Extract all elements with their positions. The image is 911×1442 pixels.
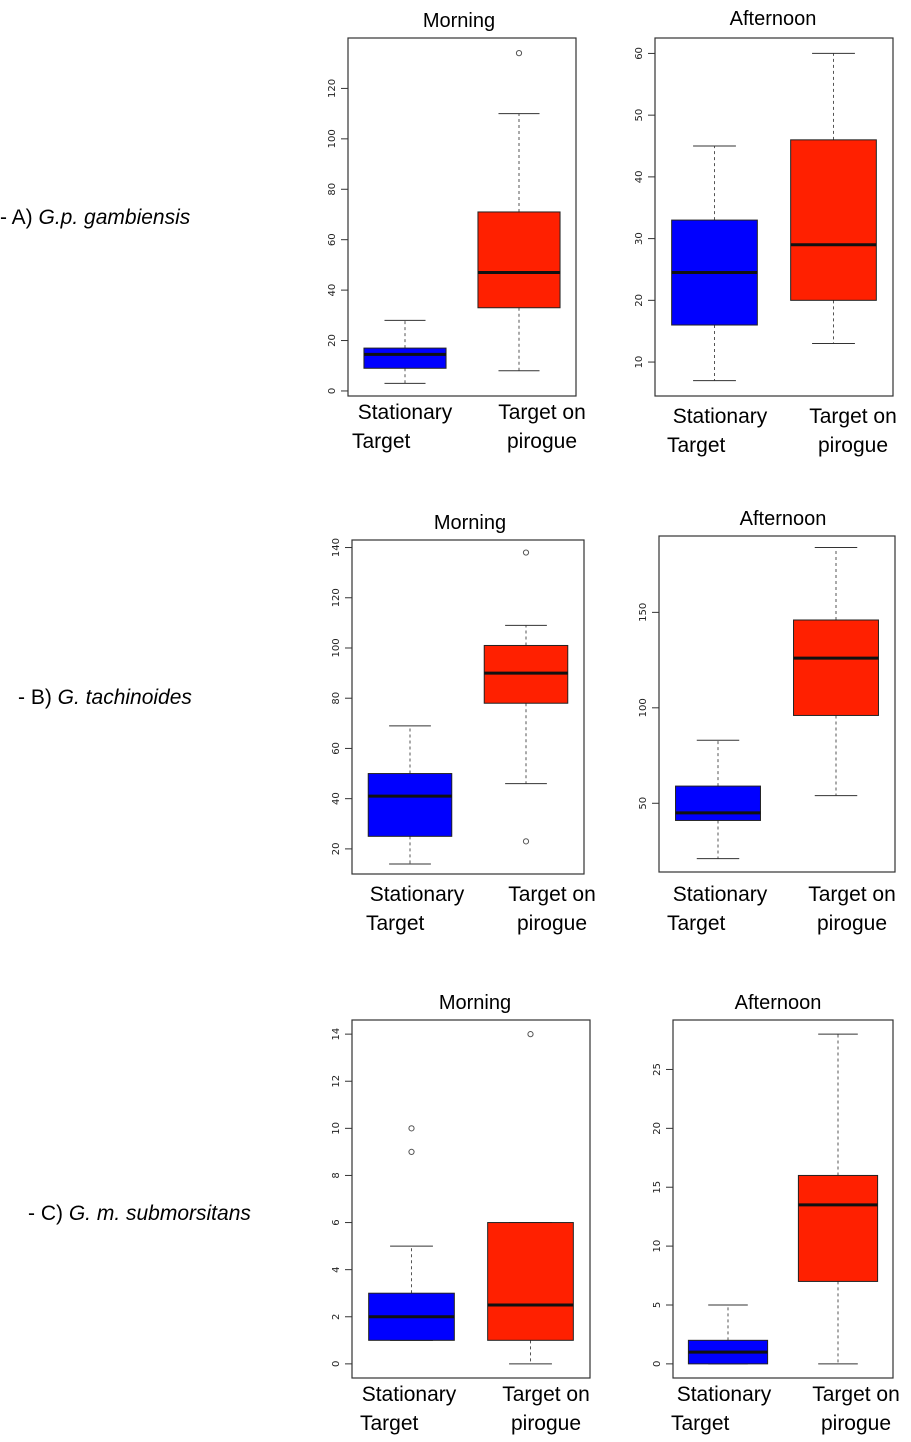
panel-title: Afternoon: [734, 992, 822, 1014]
y-tick-label: 50: [638, 797, 649, 810]
category-label-pirogue: Target on pirogue: [508, 883, 596, 935]
y-tick-label: 25: [652, 1063, 663, 1076]
panel-c-morning: Morning 0 2 4 6 8 10 12 14 Stationary Target Ta…: [300, 990, 610, 1442]
box: [367, 773, 453, 837]
y-tick-label: 0: [327, 388, 338, 394]
y-tick-label: 10: [652, 1240, 663, 1253]
y-tick-label: 80: [331, 692, 342, 705]
plot-frame: [658, 535, 896, 873]
panel-title: Morning: [438, 992, 512, 1014]
panel-b-morning: Morning 20 40 60 80 100 120 140 Stationary Tar…: [300, 510, 610, 940]
y-tick-label: 10: [634, 356, 645, 369]
y-tick-label: 40: [634, 171, 645, 184]
panel-c-afternoon: Afternoon 0 5 10 15 20 25 Stationary Target T…: [615, 990, 911, 1442]
y-tick-label: 120: [327, 79, 338, 98]
category-label-pirogue: Target on pirogue: [502, 1383, 590, 1435]
category-label-stationary: Stationary Target: [667, 883, 768, 935]
category-label-pirogue: Target on pirogue: [809, 405, 897, 457]
panel-title: Morning: [433, 512, 507, 534]
y-tick-label: 100: [331, 638, 342, 657]
y-tick-label: 2: [331, 1314, 342, 1320]
y-tick-label: 20: [327, 334, 338, 347]
outlier-point: [408, 1125, 415, 1132]
y-tick-label: 100: [638, 698, 649, 717]
category-label-pirogue: Target on pirogue: [498, 401, 586, 453]
category-label-stationary: Stationary Target: [667, 405, 768, 457]
category-label-stationary: Stationary Target: [360, 1383, 457, 1435]
boxplot-svg: 50 100 150: [638, 535, 896, 873]
row-label-a: - A) G.p. gambiensis: [0, 206, 191, 229]
y-tick-label: 20: [331, 843, 342, 856]
y-tick-label: 4: [331, 1266, 342, 1272]
y-tick-label: 60: [327, 233, 338, 246]
plot-frame: [654, 37, 894, 397]
box: [797, 1174, 879, 1282]
category-label-stationary: Stationary Target: [671, 1383, 772, 1435]
species-name-a: G.p. gambiensis: [38, 206, 191, 229]
plot-frame: [672, 1019, 894, 1379]
plot-frame: [351, 1019, 591, 1379]
y-tick-label: 15: [652, 1181, 663, 1194]
outlier-point: [515, 50, 523, 57]
category-label-stationary: Stationary Target: [366, 883, 465, 935]
box: [487, 1222, 574, 1341]
y-tick-label: 5: [652, 1302, 663, 1308]
y-tick-label: 80: [327, 183, 338, 196]
y-tick-label: 8: [331, 1172, 342, 1178]
box: [790, 139, 877, 301]
y-tick-label: 50: [634, 109, 645, 122]
category-label-pirogue: Target on pirogue: [812, 1383, 900, 1435]
species-name-b: G. tachinoides: [57, 686, 192, 709]
y-tick-label: 40: [331, 792, 342, 805]
boxplot-svg: 0 2 4 6 8 10 12 14: [331, 1019, 591, 1379]
boxplot-svg: 0 20 40 60 80 100 120: [327, 37, 577, 397]
y-tick-label: 14: [331, 1028, 342, 1041]
y-tick-label: 140: [331, 538, 342, 557]
plot-frame: [351, 539, 585, 875]
outlier-point: [522, 549, 530, 556]
species-name-c: G. m. submorsitans: [68, 1202, 251, 1225]
box: [675, 785, 761, 821]
outlier-point: [522, 838, 530, 845]
y-tick-label: 60: [331, 742, 342, 755]
y-tick-label: 120: [331, 588, 342, 607]
outlier-point: [527, 1031, 534, 1038]
y-tick-label: 0: [652, 1361, 663, 1367]
y-tick-label: 40: [327, 284, 338, 297]
y-tick-label: 6: [331, 1219, 342, 1225]
y-tick-label: 0: [331, 1361, 342, 1367]
row-label-c: - C) G. m. submorsitans: [28, 1202, 251, 1225]
box: [477, 211, 561, 309]
panel-a-morning: Morning 0 20 40 60 80 100 120 Stationary Targe…: [300, 8, 600, 458]
y-tick-label: 30: [634, 232, 645, 245]
y-tick-label: 150: [638, 603, 649, 622]
box: [793, 619, 879, 716]
boxplot-svg: 20 40 60 80 100 120 140: [331, 538, 585, 875]
y-tick-label: 60: [634, 47, 645, 60]
category-label-pirogue: Target on pirogue: [808, 883, 896, 935]
y-tick-label: 100: [327, 129, 338, 148]
y-tick-label: 10: [331, 1122, 342, 1135]
boxplot-svg: 10 20 30 40 50 60: [634, 37, 894, 397]
panel-b-afternoon: Afternoon 50 100 150 Stationary Target Tar…: [615, 506, 911, 940]
panel-title: Morning: [422, 10, 496, 32]
boxplot-svg: 0 5 10 15 20 25: [652, 1019, 894, 1379]
category-label-stationary: Stationary Target: [352, 401, 453, 453]
panel-a-afternoon: Afternoon 10 20 30 40 50 60 Stationary Target…: [615, 8, 911, 458]
plot-frame: [347, 37, 577, 397]
box: [363, 347, 447, 369]
panel-title: Afternoon: [729, 8, 817, 30]
y-tick-label: 12: [331, 1075, 342, 1088]
panel-title: Afternoon: [739, 508, 827, 530]
row-label-b: - B) G. tachinoides: [18, 686, 192, 709]
y-tick-label: 20: [652, 1122, 663, 1135]
y-tick-label: 20: [634, 294, 645, 307]
outlier-point: [408, 1148, 415, 1155]
